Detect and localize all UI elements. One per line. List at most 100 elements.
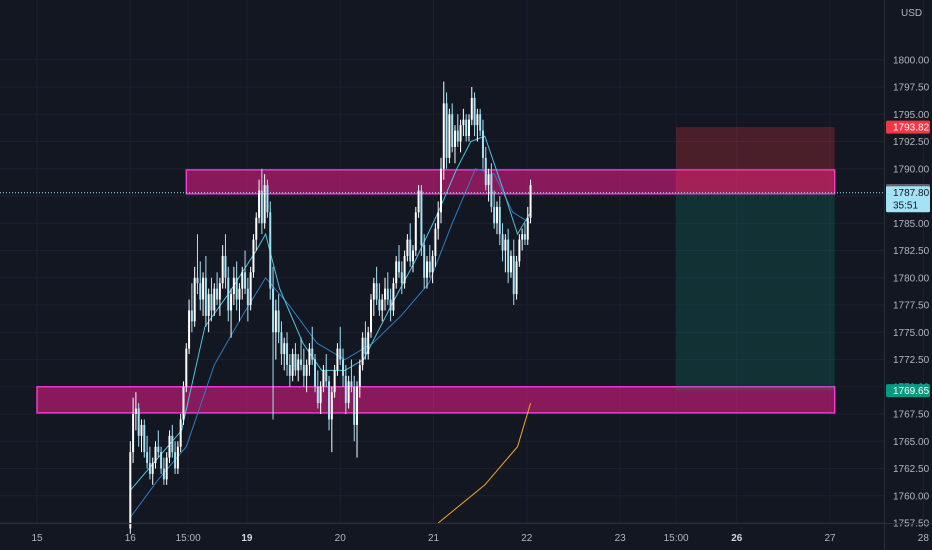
short-position-tool[interactable] (676, 127, 835, 391)
candle-body (439, 168, 442, 213)
candle-body (498, 206, 501, 235)
candle-body (146, 452, 149, 464)
candle-body (297, 359, 300, 371)
ema-slow-line (129, 168, 531, 518)
candle-body (333, 370, 336, 393)
price-tag-bg (886, 120, 930, 134)
candle-body (425, 261, 428, 278)
candle-body (350, 381, 353, 387)
currency-label: USD (901, 8, 922, 19)
candle-body (246, 288, 249, 305)
candle-body (272, 288, 275, 333)
candle-body (316, 386, 319, 404)
candle-body (403, 255, 406, 284)
candle-body (252, 239, 255, 273)
candle-body (199, 283, 202, 300)
time-tick-label: 19 (241, 533, 253, 544)
candle-body (481, 130, 484, 158)
candle-body (420, 190, 423, 246)
candle-body (451, 114, 454, 147)
candle-body (241, 272, 244, 289)
candle-body (509, 255, 512, 273)
price-tag-label: 1793.82 (893, 123, 930, 134)
candle-body (344, 375, 347, 404)
time-tick-label: 22 (521, 533, 533, 544)
price-tick-label: 1782.50 (893, 246, 930, 257)
time-tick-label: 15:00 (664, 533, 689, 544)
candle-body (484, 157, 487, 186)
candle-body (523, 234, 526, 240)
candle-body (305, 364, 308, 376)
price-tick-label: 1765.00 (893, 437, 930, 448)
candle-body (409, 239, 412, 262)
candle-body (339, 348, 342, 360)
candle-body (347, 381, 350, 404)
candle-body (188, 310, 191, 349)
candle-body (134, 408, 137, 414)
candle-body (294, 354, 297, 371)
resistance-support-zones[interactable] (36, 169, 836, 414)
candle-body (207, 294, 210, 316)
time-tick-label: 15 (31, 533, 43, 544)
candle-body (230, 294, 233, 311)
candle-body (210, 294, 213, 311)
candle-body (384, 288, 387, 300)
price-tick-label: 1792.50 (893, 137, 930, 148)
candle-body (171, 435, 174, 453)
candle-body (274, 310, 277, 333)
candle-body (314, 359, 317, 387)
candle-body (165, 457, 168, 480)
candle-body (151, 463, 154, 474)
candle-body (529, 185, 532, 218)
candle-body (395, 261, 398, 284)
time-tick-label: 23 (615, 533, 627, 544)
candle-body (398, 261, 401, 273)
candle-body (280, 332, 283, 355)
candle-body (140, 424, 143, 436)
candle-body (258, 190, 261, 218)
candle-body (224, 255, 227, 278)
candle-body (249, 272, 252, 305)
price-tag-bg (886, 384, 930, 398)
candle-body (336, 348, 339, 371)
zone-1 (36, 386, 836, 414)
time-axis[interactable]: 15 16 15:00 19 20 21 22 23 15:00 26 27 28 (0, 523, 932, 545)
price-axis[interactable]: 1757.501760.001762.501765.001767.501770.… (884, 0, 930, 550)
candle-body (148, 463, 151, 474)
time-tick-label: 16 (125, 533, 137, 544)
candle-body (375, 283, 378, 300)
candle-body (202, 277, 205, 300)
candle-body (168, 435, 171, 458)
price-tick-label: 1760.00 (893, 491, 930, 502)
candle-body (504, 239, 507, 251)
candle-body (515, 261, 518, 295)
ema-fast-line (129, 135, 532, 491)
candle-body (300, 359, 303, 365)
candle-body (526, 217, 529, 240)
candle-body (370, 299, 373, 333)
candle-body (154, 446, 157, 464)
candle-body (244, 272, 247, 289)
price-tick-label: 1777.50 (893, 301, 930, 312)
price-tag-label: 1769.65 (893, 386, 930, 397)
candle-body (456, 130, 459, 142)
price-tick-label: 1790.00 (893, 164, 930, 175)
candle-body (174, 452, 177, 469)
candle-body (417, 190, 420, 213)
candle-body (221, 255, 224, 284)
candle-body (179, 419, 182, 447)
candle-body (462, 119, 465, 126)
candle-body (473, 97, 476, 126)
candle-body (288, 364, 291, 376)
candle-body (260, 190, 263, 224)
time-tick-label: 20 (335, 533, 347, 544)
price-tick-label: 1772.50 (893, 355, 930, 366)
candle-body (501, 234, 504, 251)
candle-body (442, 103, 445, 169)
candle-body (190, 310, 193, 322)
candle-body (157, 446, 160, 453)
candle-body (372, 283, 375, 300)
candle-body (227, 277, 230, 311)
